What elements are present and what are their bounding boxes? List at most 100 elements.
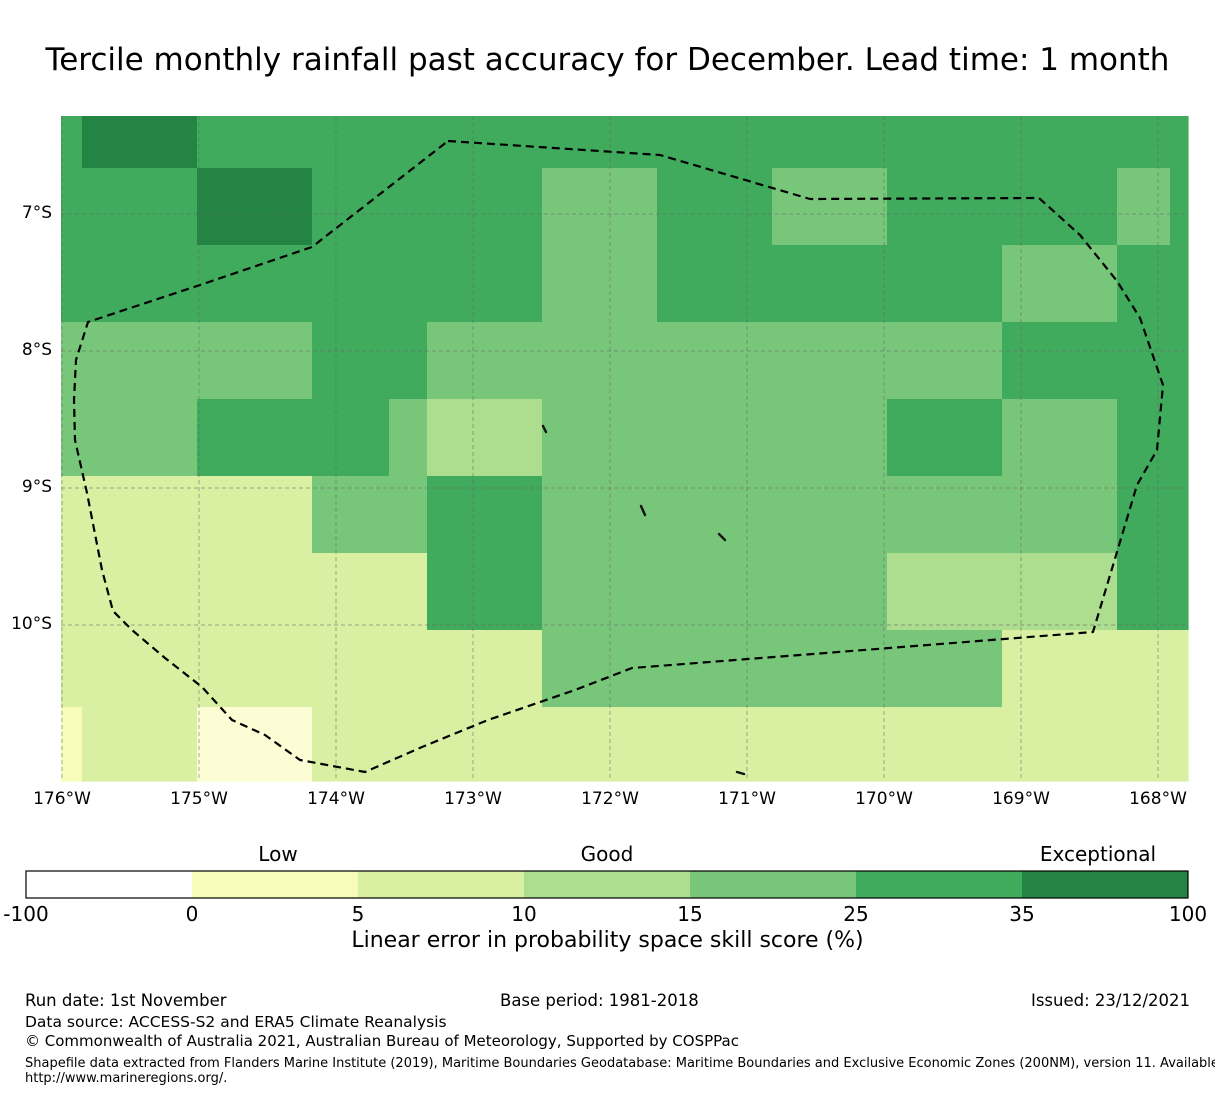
- heatmap-cell: [1117, 245, 1171, 323]
- heatmap-cell: [82, 707, 198, 782]
- heatmap-cell: [772, 399, 888, 477]
- heatmap-cell: [887, 322, 1003, 400]
- colorbar-tick-label: 5: [351, 902, 365, 926]
- colorbar-category-label: Exceptional: [1039, 842, 1157, 866]
- heatmap-cell: [82, 116, 198, 169]
- heatmap-cell: [1002, 553, 1118, 631]
- heatmap-cell: [887, 476, 1003, 554]
- heatmap-cell: [197, 245, 313, 323]
- heatmap-cell: [82, 399, 198, 477]
- x-axis-tick-label: 169°W: [992, 789, 1050, 809]
- y-axis-tick-label: 8°S: [21, 340, 52, 360]
- copyright-text: © Commonwealth of Australia 2021, Austra…: [25, 1032, 739, 1050]
- shapefile-attribution-line2: http://www.marineregions.org/.: [25, 1071, 228, 1086]
- heatmap-cell: [657, 116, 773, 169]
- heatmap-cell: [1117, 630, 1171, 708]
- heatmap-cell: [1170, 553, 1189, 631]
- heatmap-cell: [1170, 476, 1189, 554]
- heatmap-cell: [1117, 476, 1171, 554]
- heatmap-cell: [427, 553, 543, 631]
- heatmap-cell: [657, 168, 773, 246]
- heatmap-cell: [61, 116, 83, 169]
- x-axis-tick-label: 175°W: [170, 789, 228, 809]
- heatmap-cell: [1002, 168, 1118, 246]
- shapefile-attribution-line1: Shapefile data extracted from Flanders M…: [25, 1056, 1215, 1071]
- x-axis-tick-label: 173°W: [444, 789, 502, 809]
- colorbar-border: [25, 870, 1189, 899]
- colorbar-axis-label: Linear error in probability space skill …: [351, 928, 864, 953]
- heatmap-cell: [427, 116, 543, 169]
- heatmap-cell: [82, 245, 198, 323]
- heatmap-cell: [1002, 399, 1118, 477]
- heatmap-cell: [427, 168, 543, 246]
- colorbar: [25, 870, 1189, 899]
- heatmap-cell: [1170, 322, 1189, 400]
- heatmap-cell: [772, 476, 888, 554]
- island-mark: [639, 504, 647, 517]
- heatmap-cell: [1117, 322, 1171, 400]
- heatmap-cell: [772, 630, 888, 708]
- y-axis-tick-label: 10°S: [11, 614, 52, 634]
- heatmap-cell: [61, 630, 83, 708]
- heatmap-cell: [887, 245, 1003, 323]
- heatmap-cell: [1117, 168, 1171, 246]
- heatmap-cells: [61, 116, 1189, 782]
- heatmap-cell: [542, 707, 658, 782]
- heatmap-cell: [427, 322, 543, 400]
- heatmap-cell: [772, 116, 888, 169]
- heatmap-cell: [312, 707, 428, 782]
- heatmap-cell: [1117, 399, 1171, 477]
- heatmap-cell: [1170, 399, 1189, 477]
- heatmap-cell: [542, 553, 658, 631]
- heatmap-cell: [1117, 553, 1171, 631]
- heatmap-cell: [197, 168, 313, 246]
- heatmap-cell: [427, 476, 543, 554]
- heatmap-cell: [772, 245, 888, 323]
- heatmap-cell: [197, 399, 313, 477]
- colorbar-segment: [690, 871, 857, 898]
- heatmap-cell: [657, 399, 773, 477]
- heatmap-cell: [61, 553, 83, 631]
- island-mark: [735, 770, 746, 776]
- heatmap-cell: [82, 322, 198, 400]
- island-mark: [717, 532, 727, 542]
- heatmap-cell: [772, 168, 888, 246]
- heatmap-cell: [1002, 116, 1118, 169]
- colorbar-tick-label: 35: [1009, 902, 1035, 926]
- x-axis-tick-label: 172°W: [581, 789, 639, 809]
- colorbar-segment: [358, 871, 525, 898]
- heatmap-cell: [542, 630, 658, 708]
- heatmap-cell: [197, 707, 313, 782]
- heatmap-cell: [82, 168, 198, 246]
- heatmap-cell: [197, 553, 313, 631]
- x-axis-tick-label: 171°W: [718, 789, 776, 809]
- heatmap-cell: [61, 707, 83, 782]
- heatmap-cell: [887, 553, 1003, 631]
- x-axis-tick-label: 176°W: [33, 789, 91, 809]
- colorbar-tick-label: 15: [677, 902, 703, 926]
- colorbar-segment: [192, 871, 359, 898]
- heatmap-cell: [197, 630, 313, 708]
- heatmap-cell: [312, 476, 428, 554]
- island-marks: [541, 424, 746, 776]
- heatmap-cell: [542, 399, 658, 477]
- heatmap-cell: [312, 116, 428, 169]
- y-axis-tick-label: 7°S: [21, 203, 52, 223]
- heatmap-cell: [61, 245, 83, 323]
- heatmap-cell: [1170, 116, 1189, 169]
- base-period-text: Base period: 1981-2018: [500, 991, 699, 1010]
- x-axis-tick-label: 174°W: [307, 789, 365, 809]
- heatmap-cell: [542, 168, 658, 246]
- heatmap-cell: [61, 322, 83, 400]
- colorbar-tick-label: 25: [843, 902, 869, 926]
- heatmap-cell: [1002, 245, 1118, 323]
- heatmap-cell: [427, 707, 543, 782]
- heatmap-cell: [427, 399, 543, 477]
- colorbar-segment: [1022, 871, 1189, 898]
- heatmap-cell: [427, 245, 543, 323]
- heatmap-cell: [82, 630, 198, 708]
- y-axis-tick-label: 9°S: [21, 477, 52, 497]
- x-axis-tick-label: 168°W: [1129, 789, 1187, 809]
- heatmap-cell: [1170, 245, 1189, 323]
